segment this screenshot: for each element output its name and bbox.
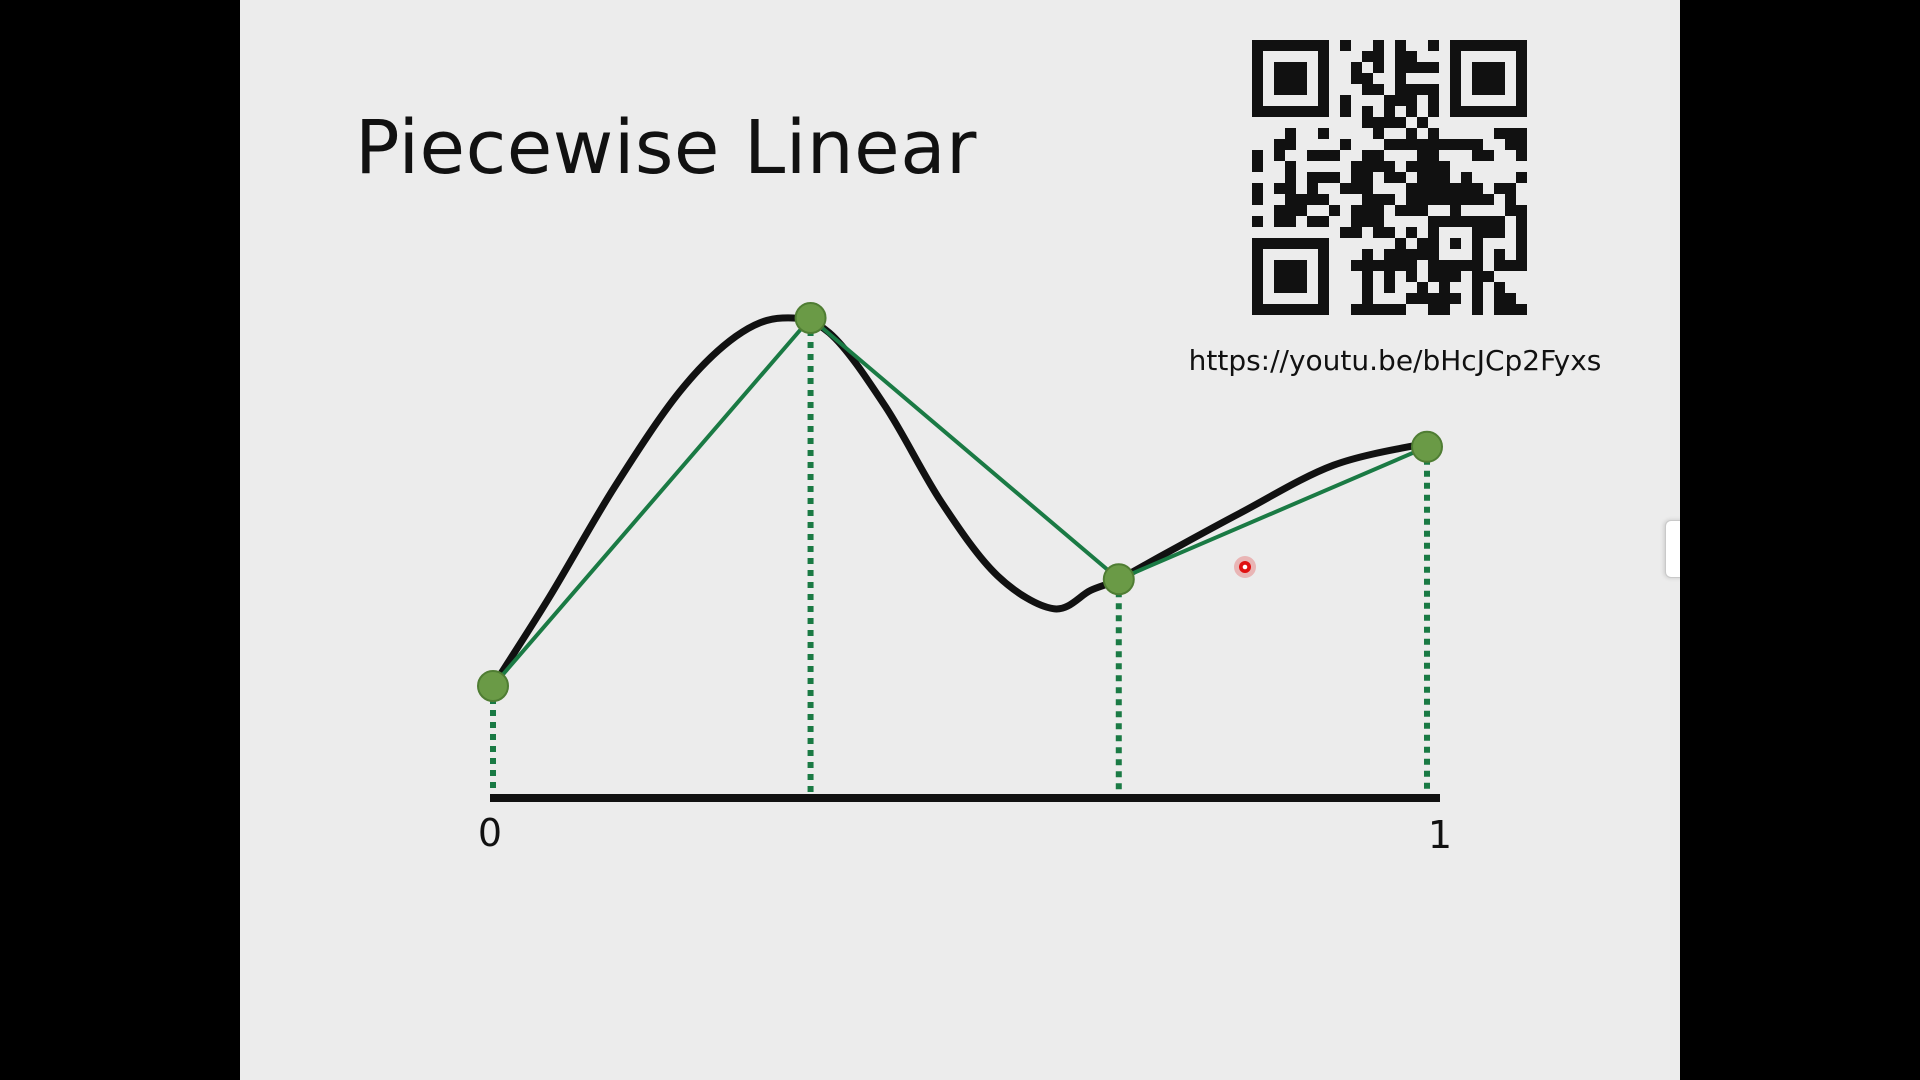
slide-title: Piecewise Linear bbox=[355, 105, 977, 191]
qr-code-icon bbox=[1252, 40, 1527, 315]
knot-point bbox=[794, 302, 827, 334]
x-tick-label-1: 1 bbox=[1428, 813, 1452, 857]
piecewise-linear-curve bbox=[491, 316, 1428, 688]
knot-point bbox=[477, 670, 509, 702]
side-panel-tab[interactable] bbox=[1665, 520, 1680, 578]
slide: Piecewise Linear https://youtu.be/bHcJCp… bbox=[240, 0, 1680, 1080]
video-url[interactable]: https://youtu.be/bHcJCp2Fyxs bbox=[1188, 344, 1602, 377]
dotted-guides bbox=[490, 318, 1430, 794]
laser-pointer bbox=[1234, 556, 1256, 578]
knot-point bbox=[1411, 430, 1443, 463]
curve-figure: 0 1 bbox=[477, 302, 1452, 857]
smooth-curve bbox=[489, 314, 1431, 690]
knot-points bbox=[477, 302, 1443, 702]
knot-point bbox=[1102, 563, 1135, 596]
x-tick-label-0: 0 bbox=[478, 811, 502, 855]
